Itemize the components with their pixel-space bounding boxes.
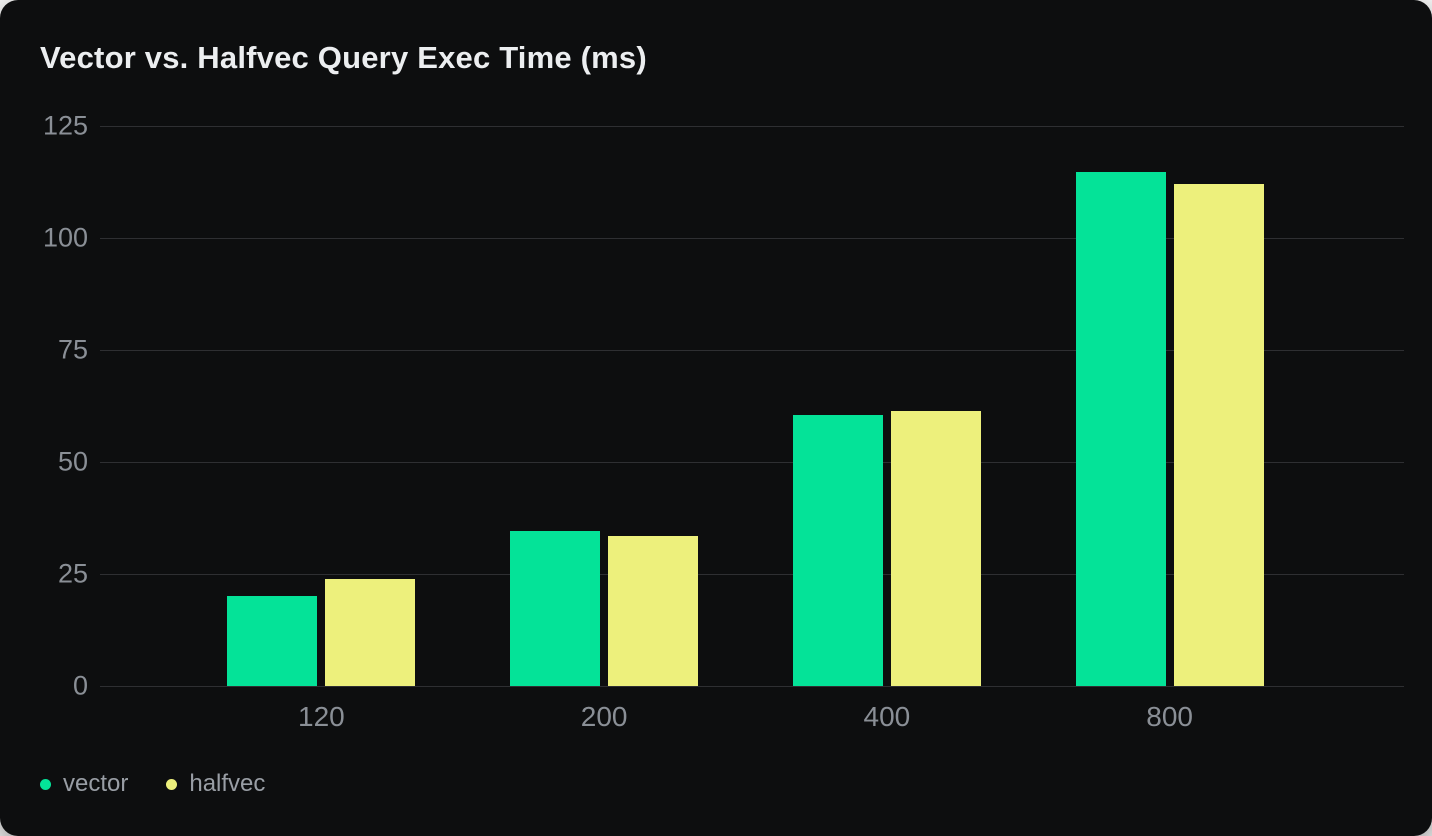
bar-halfvec-400 bbox=[890, 410, 981, 686]
bar-vector-120 bbox=[227, 595, 318, 686]
legend-label-vector: vector bbox=[63, 770, 129, 797]
chart-title: Vector vs. Halfvec Query Exec Time (ms) bbox=[40, 40, 647, 75]
bar-vector-400 bbox=[792, 415, 883, 686]
legend-dot-vector bbox=[40, 778, 51, 790]
gridline-y-100 bbox=[100, 238, 1404, 239]
legend-dot-halfvec bbox=[166, 778, 178, 790]
bar-halfvec-800 bbox=[1173, 183, 1264, 686]
gridline-y-0 bbox=[100, 686, 1404, 687]
x-tick-label-400: 400 bbox=[863, 701, 911, 732]
x-tick-label-120: 120 bbox=[298, 701, 345, 732]
y-axis: 0 25 50 75 100 125 bbox=[0, 112, 88, 699]
legend-item-vector[interactable]: vector bbox=[40, 770, 128, 798]
x-tick-label-200: 200 bbox=[580, 701, 628, 732]
y-tick-label-50: 50 bbox=[57, 446, 88, 477]
y-tick-label-75: 75 bbox=[57, 334, 88, 365]
bar-group-200 bbox=[463, 126, 746, 686]
bar-vector-200 bbox=[510, 531, 601, 686]
bar-group-800 bbox=[1028, 126, 1311, 686]
x-axis: 120 200 400 800 bbox=[100, 697, 1404, 737]
y-tick-label-100: 100 bbox=[42, 222, 88, 253]
gridline-y-75 bbox=[100, 350, 1404, 351]
gridline-y-25 bbox=[100, 574, 1404, 575]
x-tick-label-800: 800 bbox=[1146, 701, 1193, 732]
legend-item-halfvec[interactable]: halfvec bbox=[166, 770, 265, 798]
bar-vector-800 bbox=[1075, 171, 1166, 686]
legend: vector halfvec bbox=[40, 768, 265, 800]
gridline-y-50 bbox=[100, 462, 1404, 463]
bar-halfvec-200 bbox=[608, 536, 699, 686]
y-tick-label-25: 25 bbox=[57, 558, 88, 589]
y-tick-label-0: 0 bbox=[72, 670, 88, 701]
gridline-y-125 bbox=[100, 126, 1404, 127]
bar-group-400 bbox=[746, 126, 1029, 686]
bar-group-120 bbox=[180, 126, 463, 686]
legend-label-halfvec: halfvec bbox=[189, 770, 266, 797]
y-tick-label-125: 125 bbox=[42, 110, 88, 141]
bar-halfvec-120 bbox=[325, 578, 416, 686]
plot-area bbox=[100, 126, 1404, 687]
bars-row bbox=[100, 126, 1404, 686]
